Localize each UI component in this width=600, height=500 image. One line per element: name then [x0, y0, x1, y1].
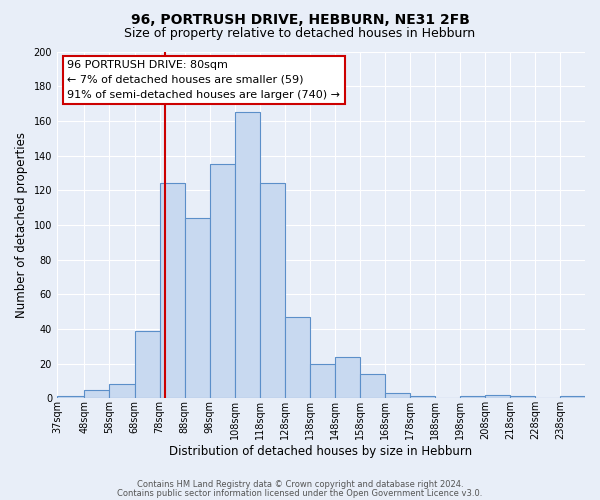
- Bar: [160, 183, 185, 398]
- Bar: [57, 396, 85, 398]
- Bar: [260, 183, 284, 398]
- Bar: [209, 164, 235, 398]
- Bar: [284, 316, 310, 398]
- Bar: [510, 396, 535, 398]
- Bar: [385, 393, 410, 398]
- Y-axis label: Number of detached properties: Number of detached properties: [15, 132, 28, 318]
- Bar: [335, 356, 360, 398]
- Bar: [360, 374, 385, 398]
- Text: Contains public sector information licensed under the Open Government Licence v3: Contains public sector information licen…: [118, 488, 482, 498]
- Bar: [134, 330, 160, 398]
- Bar: [410, 396, 435, 398]
- Bar: [460, 396, 485, 398]
- Text: Contains HM Land Registry data © Crown copyright and database right 2024.: Contains HM Land Registry data © Crown c…: [137, 480, 463, 489]
- Bar: [109, 384, 134, 398]
- Bar: [560, 396, 585, 398]
- Bar: [485, 394, 510, 398]
- Bar: [235, 112, 260, 398]
- Bar: [310, 364, 335, 398]
- X-axis label: Distribution of detached houses by size in Hebburn: Distribution of detached houses by size …: [169, 444, 473, 458]
- Bar: [185, 218, 209, 398]
- Bar: [85, 390, 109, 398]
- Text: Size of property relative to detached houses in Hebburn: Size of property relative to detached ho…: [124, 28, 476, 40]
- Text: 96 PORTRUSH DRIVE: 80sqm
← 7% of detached houses are smaller (59)
91% of semi-de: 96 PORTRUSH DRIVE: 80sqm ← 7% of detache…: [67, 60, 340, 100]
- Text: 96, PORTRUSH DRIVE, HEBBURN, NE31 2FB: 96, PORTRUSH DRIVE, HEBBURN, NE31 2FB: [131, 12, 469, 26]
